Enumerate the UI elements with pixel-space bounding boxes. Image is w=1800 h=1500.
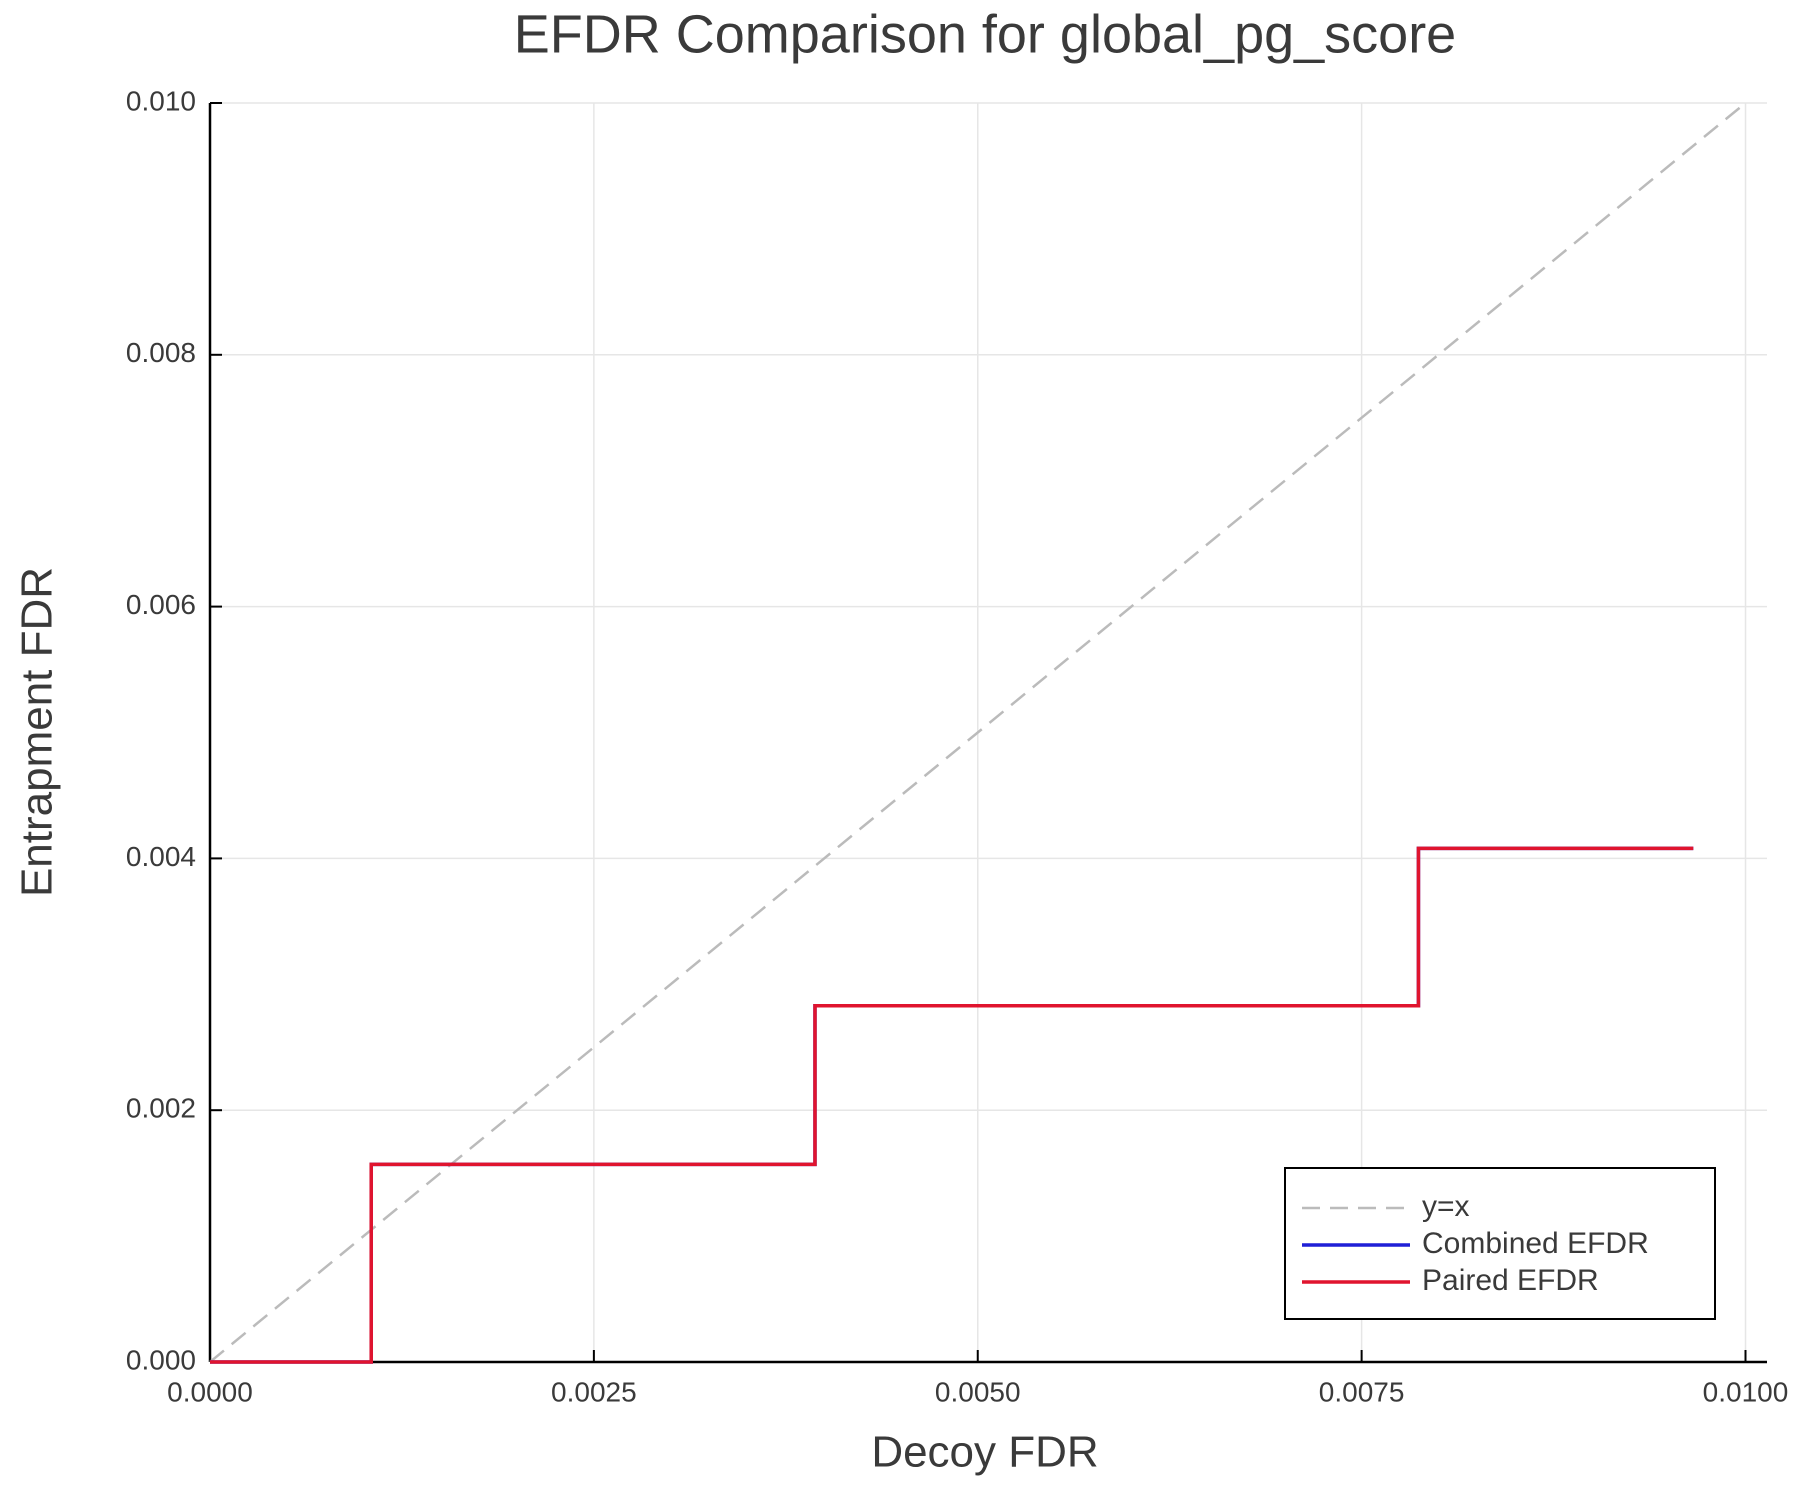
y-tick-label: 0.010 <box>126 85 196 116</box>
legend-label: y=x <box>1422 1190 1470 1223</box>
y-tick-label: 0.008 <box>126 337 196 368</box>
y-tick-label: 0.006 <box>126 589 196 620</box>
y-tick-label: 0.000 <box>126 1344 196 1375</box>
chart-title: EFDR Comparison for global_pg_score <box>514 4 1456 64</box>
x-tick-label: 0.0100 <box>1703 1376 1789 1407</box>
y-tick-label: 0.004 <box>126 841 196 872</box>
series-line <box>210 846 1694 1364</box>
y-axis-label: Entrapment FDR <box>13 567 62 897</box>
x-tick-label: 0.0025 <box>551 1376 637 1407</box>
x-tick-label: 0.0050 <box>935 1376 1021 1407</box>
legend-label: Paired EFDR <box>1422 1264 1599 1297</box>
series-line <box>209 102 1747 1363</box>
x-axis-label: Decoy FDR <box>871 1428 1098 1477</box>
x-tick-label: 0.0075 <box>1319 1376 1405 1407</box>
legend-label: Combined EFDR <box>1422 1227 1649 1260</box>
y-tick-label: 0.002 <box>126 1093 196 1124</box>
x-tick-label: 0.0000 <box>167 1376 253 1407</box>
